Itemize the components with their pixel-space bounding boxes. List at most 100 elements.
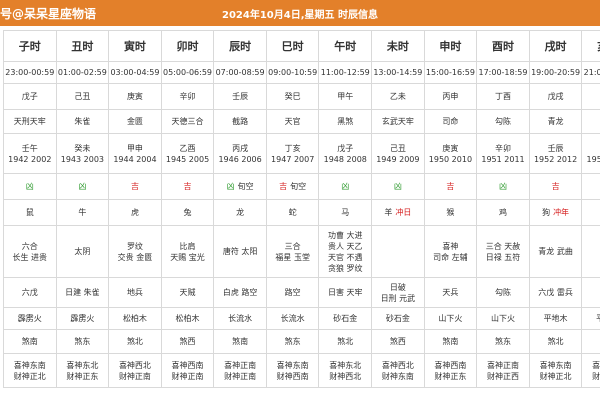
column-header: 子时 xyxy=(3,30,57,62)
cell-line: 丙申 xyxy=(442,92,459,101)
cell-line: 平地木 xyxy=(543,314,568,323)
cell-line: 松柏木 xyxy=(122,314,147,323)
cell: 唐符 太阳 xyxy=(213,225,267,278)
cell: 01:00-02:59 xyxy=(55,61,110,84)
cell: 猴 xyxy=(423,199,478,226)
cell: 朱雀 xyxy=(55,109,110,134)
cell-line: 喜神 xyxy=(442,241,459,251)
cell-line: 己丑 xyxy=(389,143,406,153)
cell-line: 甲申 xyxy=(126,143,143,153)
cell: 龙 xyxy=(213,199,267,226)
cell-line: 交贵 金匮 xyxy=(117,252,153,262)
cell-line: 喜神西北 xyxy=(381,360,414,370)
cell-line: 霹雳火 xyxy=(17,314,42,323)
cell: 三合 天赦 日禄 五符 xyxy=(476,225,530,278)
cell: 癸巳 xyxy=(265,83,320,110)
row: 六合 长生 进贵 太阴 罗纹 交贵 金匮 比肩 天赐 宝光 唐符 太阳 三合 福星 玉堂 功曹 大进… xyxy=(3,225,600,278)
row: 23:00-00:59 01:00-02:59 03:00-04:59 05:00-0… xyxy=(3,61,600,84)
cell-line: 辛卯 xyxy=(494,143,511,153)
cell: 煞北 xyxy=(528,329,583,354)
cell-line: 罗纹 xyxy=(126,241,143,251)
row: 煞南 煞东 煞北 煞西 煞南 煞东 煞北 煞西 煞南 煞东 煞北 煞西 xyxy=(3,329,600,354)
cell: 松柏木 xyxy=(160,307,215,330)
row: 鼠牛虎兔龙蛇马羊冲日猴鸡狗冲年猪 xyxy=(3,199,600,226)
column-header: 巳时 xyxy=(265,30,320,62)
cell: 煞北 xyxy=(108,329,162,354)
cell: 凶 xyxy=(55,173,110,200)
cell-line: 1950 2010 xyxy=(428,154,473,164)
cell: 金匮 xyxy=(108,109,162,134)
cell-text: 凶 xyxy=(341,182,350,191)
cell-line: 丁亥 xyxy=(284,143,301,153)
cell-line: 喜神正南 xyxy=(224,360,257,370)
cell-line: 马 xyxy=(320,207,371,218)
cell-line: 1953 2013 xyxy=(586,154,600,164)
cell: 凶旬空 xyxy=(213,173,267,200)
cell-text: 旬空 xyxy=(290,182,307,191)
cell-line: 蛇 xyxy=(267,207,318,218)
cell: 喜神正南 财神正西 xyxy=(476,353,530,388)
cell-text: 吉 xyxy=(279,182,288,191)
cell-text: 虎 xyxy=(130,208,139,217)
cell: 六戊 xyxy=(581,277,600,308)
cell: 凶 xyxy=(3,173,57,200)
cell: 天官 xyxy=(265,109,320,134)
column-header: 午时 xyxy=(318,30,373,62)
cell xyxy=(371,225,425,278)
cell-line: 财神正西 xyxy=(486,371,519,381)
cell: 牛 xyxy=(55,199,110,226)
cell-line: 三合 xyxy=(284,241,301,251)
cell-line: 狗冲年 xyxy=(530,207,581,218)
cell-line: 煞北 xyxy=(547,337,564,346)
cell-text: 吉 xyxy=(183,182,192,191)
cell-line: 05:00-06:59 xyxy=(163,68,213,77)
row: 霹雳火 霹雳火 松柏木 松柏木 长流水 长流水 砂石金 砂石金 山下火 山下火 平地木 平地木 xyxy=(3,307,600,330)
cell-text: 凶 xyxy=(393,182,402,191)
cell-line: 07:00-08:59 xyxy=(215,68,265,77)
cell: 日破 日刑 元武 xyxy=(371,277,425,308)
cell: 喜神正南 财神正南 xyxy=(213,353,267,388)
cell-line: 财神东南 xyxy=(381,371,414,381)
cell: 丁亥 1947 2007 xyxy=(265,133,320,174)
cell-text: 凶 xyxy=(25,182,34,191)
cell: 喜神东南 财神正北 xyxy=(528,353,583,388)
cell: 21:00-22:59 xyxy=(581,61,600,84)
cell-line: 壬午 xyxy=(21,143,38,153)
cell-line: 凶 xyxy=(320,181,371,192)
cell-line: 戊子 xyxy=(337,143,354,153)
cell-line: 21:00-22:59 xyxy=(583,68,600,77)
cell: 虎 xyxy=(108,199,162,226)
cell: 煞东 xyxy=(55,329,110,354)
cell-line: 吉 xyxy=(530,181,581,192)
cell-text: 龙 xyxy=(236,208,245,217)
cell-line: 19:00-20:59 xyxy=(531,68,581,77)
cell-line: 金匮 xyxy=(126,117,143,126)
cell-line: 喜神东北 xyxy=(66,360,99,370)
cell-line: 玄武天牢 xyxy=(381,117,414,126)
cell-text: 凶 xyxy=(226,182,235,191)
cell-line: 09:00-10:59 xyxy=(268,68,318,77)
cell-line: 天德三合 xyxy=(171,117,204,126)
cell: 癸巳1953 2013 xyxy=(581,133,600,174)
cell-line: 猴 xyxy=(425,207,476,218)
cell: 煞西 xyxy=(581,329,600,354)
cell: 黑煞 xyxy=(318,109,373,134)
cell: 平地木 xyxy=(528,307,583,330)
cell: 天贼 xyxy=(160,277,215,308)
cell-line: 1945 2005 xyxy=(165,154,210,164)
cell-line: 太阴 xyxy=(74,247,91,256)
cell-line: 喜神西北 xyxy=(118,360,151,370)
cell-text: 凶 xyxy=(498,182,507,191)
cell: 功曹 大进 贵人 天乙 天官 不遇 贪狼 罗纹 xyxy=(318,225,373,278)
cell-line: 戊子 xyxy=(21,92,38,101)
cell-line: 17:00-18:59 xyxy=(478,68,528,77)
cell-line: 长流水 xyxy=(228,314,253,323)
cell: 煞南 xyxy=(3,329,57,354)
cell: 鼠 xyxy=(3,199,57,226)
cell-line: 1952 2012 xyxy=(533,154,578,164)
column-header: 亥时 xyxy=(581,30,600,62)
cell: 天德三合 xyxy=(160,109,215,134)
cell-line: 天赐 宝光 xyxy=(170,252,205,262)
cell-line: 黑煞 xyxy=(337,117,354,126)
cell-text: 鼠 xyxy=(25,208,34,217)
